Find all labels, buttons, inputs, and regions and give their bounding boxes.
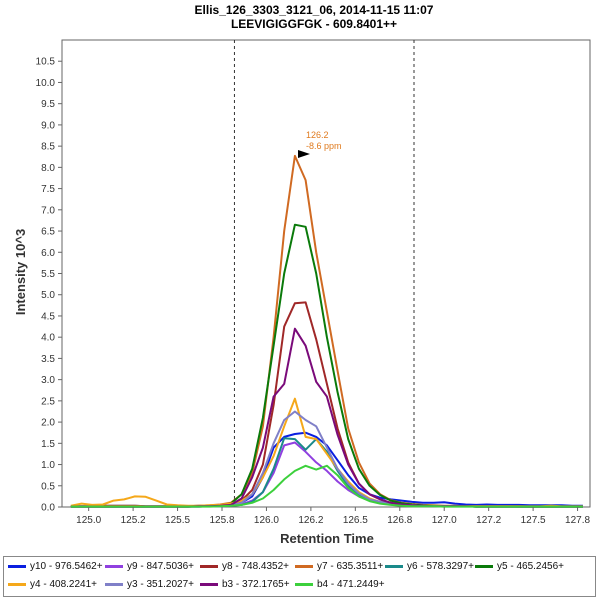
y-tick-label: 2.5 (41, 396, 55, 407)
y-tick-label: 8.0 (41, 163, 55, 174)
legend-label: y8 - 748.4352+ (222, 561, 289, 572)
x-tick-label: 127.5 (521, 515, 546, 526)
legend-label: y9 - 847.5036+ (127, 561, 194, 572)
peak-annotation-ppm: -8.6 ppm (306, 141, 342, 151)
x-tick-label: 125.5 (165, 515, 190, 526)
chart-title: Ellis_126_3303_3121_06, 2014-11-15 11:07 (195, 3, 434, 17)
y-tick-label: 6.5 (41, 227, 55, 238)
y-tick-label: 9.0 (41, 120, 55, 131)
legend-label: b4 - 471.2449+ (317, 579, 385, 590)
legend-swatch (200, 565, 218, 568)
x-tick-label: 126.0 (254, 515, 279, 526)
y-tick-label: 2.0 (41, 418, 55, 429)
y-tick-label: 7.5 (41, 184, 55, 195)
legend-swatch (385, 565, 403, 568)
legend-swatch (295, 583, 313, 586)
x-tick-label: 126.5 (343, 515, 368, 526)
x-axis-label: Retention Time (280, 531, 374, 546)
legend-item: y9 - 847.5036+ (105, 561, 194, 572)
x-tick-label: 127.0 (432, 515, 457, 526)
x-tick-label: 126.2 (298, 515, 323, 526)
legend-item: y4 - 408.2241+ (8, 579, 97, 590)
plot-area (61, 39, 591, 508)
x-tick-label: 127.8 (565, 515, 590, 526)
legend: y10 - 976.5462+ y9 - 847.5036+ y8 - 748.43… (3, 556, 596, 597)
legend-item: b3 - 372.1765+ (200, 579, 290, 590)
legend-item: y8 - 748.4352+ (200, 561, 289, 572)
x-tick-label: 127.2 (476, 515, 501, 526)
y-tick-label: 3.5 (41, 354, 55, 365)
legend-item: y10 - 976.5462+ (8, 561, 103, 572)
y-tick-label: 0.0 (41, 503, 55, 514)
x-tick-label: 125.2 (121, 515, 146, 526)
legend-swatch (105, 583, 123, 586)
peak-annotation-rt: 126.2 (306, 130, 329, 140)
x-tick-label: 125.0 (76, 515, 101, 526)
y-tick-label: 10.5 (36, 57, 56, 68)
y-tick-label: 6.0 (41, 248, 55, 259)
y-tick-label: 8.5 (41, 142, 55, 153)
y-tick-label: 7.0 (41, 205, 55, 216)
legend-label: y3 - 351.2027+ (127, 579, 194, 590)
y-tick-label: 4.0 (41, 333, 55, 344)
legend-swatch (8, 583, 26, 586)
legend-swatch (475, 565, 493, 568)
y-tick-label: 5.5 (41, 269, 55, 280)
y-tick-label: 3.0 (41, 375, 55, 386)
legend-item: y7 - 635.3511+ (295, 561, 383, 572)
x-tick-label: 126.8 (387, 515, 412, 526)
legend-label: y6 - 578.3297+ (407, 561, 474, 572)
y-tick-label: 9.5 (41, 99, 55, 110)
legend-item: y5 - 465.2456+ (475, 561, 564, 572)
series-line-9 (70, 464, 583, 508)
chromatogram-chart: Ellis_126_3303_3121_06, 2014-11-15 11:07… (13, 3, 591, 546)
y-tick-label: 5.0 (41, 290, 55, 301)
legend-label: y7 - 635.3511+ (317, 561, 384, 572)
legend-label: b3 - 372.1765+ (222, 579, 290, 590)
y-axis-label: Intensity 10^3 (13, 229, 28, 315)
legend-item: b4 - 471.2449+ (295, 579, 385, 590)
legend-label: y5 - 465.2456+ (497, 561, 564, 572)
x-tick-label: 125.8 (209, 515, 234, 526)
y-tick-label: 10.0 (36, 78, 56, 89)
legend-item: y6 - 578.3297+ (385, 561, 474, 572)
y-tick-label: 0.5 (41, 481, 55, 492)
legend-label: y10 - 976.5462+ (30, 561, 103, 572)
chart-subtitle: LEEVIGIGGFGK - 609.8401++ (231, 17, 397, 31)
legend-swatch (200, 583, 218, 586)
legend-label: y4 - 408.2241+ (30, 579, 97, 590)
peak-marker-icon (298, 150, 310, 158)
legend-item: y3 - 351.2027+ (105, 579, 194, 590)
y-tick-label: 1.5 (41, 439, 55, 450)
y-tick-label: 4.5 (41, 311, 55, 322)
legend-swatch (295, 565, 313, 568)
y-tick-label: 1.0 (41, 460, 55, 471)
legend-swatch (8, 565, 26, 568)
legend-swatch (105, 565, 123, 568)
